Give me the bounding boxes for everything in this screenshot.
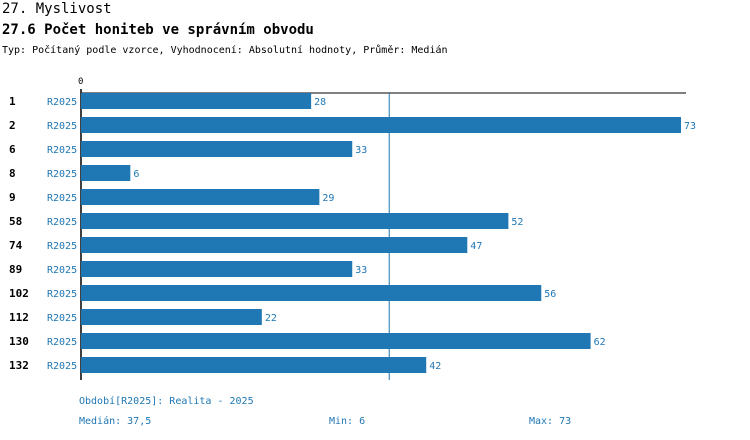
value-label: 52 bbox=[511, 217, 523, 228]
period-label: R2025 bbox=[47, 313, 77, 324]
period-label: R2025 bbox=[47, 361, 77, 372]
bar bbox=[81, 141, 353, 157]
min-stat: Min: 6 bbox=[329, 416, 366, 427]
bar bbox=[81, 93, 312, 109]
value-label: 56 bbox=[544, 289, 556, 300]
row-label: 89 bbox=[9, 263, 22, 276]
period-label: R2025 bbox=[47, 145, 77, 156]
value-label: 33 bbox=[355, 265, 367, 276]
value-label: 33 bbox=[355, 145, 367, 156]
period-label: R2025 bbox=[47, 265, 77, 276]
period-label: R2025 bbox=[47, 289, 77, 300]
row-label: 6 bbox=[9, 143, 16, 156]
chart-meta: Typ: Počítaný podle vzorce, Vyhodnocení:… bbox=[2, 45, 448, 56]
value-label: 62 bbox=[594, 337, 606, 348]
row-label: 132 bbox=[9, 359, 29, 372]
chart-title: 27.6 Počet honiteb ve správním obvodu bbox=[2, 22, 314, 38]
max-stat: Max: 73 bbox=[529, 416, 572, 427]
value-label: 29 bbox=[322, 193, 334, 204]
x-tick-label: 0 bbox=[78, 77, 83, 87]
bar bbox=[81, 309, 262, 325]
bar bbox=[81, 213, 509, 229]
row-label: 74 bbox=[9, 239, 23, 252]
period-label: R2025 bbox=[47, 337, 77, 348]
period-label: R2025 bbox=[47, 169, 77, 180]
value-label: 22 bbox=[265, 313, 277, 324]
row-label: 8 bbox=[9, 167, 16, 180]
row-label: 130 bbox=[9, 335, 29, 348]
period-label: R2025 bbox=[47, 121, 77, 132]
value-label: 6 bbox=[133, 169, 139, 180]
row-label: 112 bbox=[9, 311, 29, 324]
period-label: R2025 bbox=[47, 241, 77, 252]
bar bbox=[81, 165, 131, 181]
row-label: 102 bbox=[9, 287, 29, 300]
period-legend: Období[R2025]: Realita - 2025 bbox=[79, 396, 254, 407]
period-label: R2025 bbox=[47, 193, 77, 204]
median-stat: Medián: 37,5 bbox=[79, 416, 152, 427]
value-label: 28 bbox=[314, 97, 326, 108]
bar bbox=[81, 285, 542, 301]
bar bbox=[81, 333, 591, 349]
bar bbox=[81, 261, 353, 277]
bar bbox=[81, 117, 681, 133]
row-label: 1 bbox=[9, 95, 16, 108]
bar bbox=[81, 237, 468, 253]
bar bbox=[81, 357, 427, 373]
bar bbox=[81, 189, 320, 205]
value-label: 73 bbox=[684, 121, 696, 132]
period-label: R2025 bbox=[47, 97, 77, 108]
section-heading: 27. Myslivost bbox=[2, 1, 112, 17]
value-label: 42 bbox=[429, 361, 441, 372]
row-label: 9 bbox=[9, 191, 16, 204]
row-label: 58 bbox=[9, 215, 22, 228]
row-label: 2 bbox=[9, 119, 16, 132]
period-label: R2025 bbox=[47, 217, 77, 228]
value-label: 47 bbox=[470, 241, 482, 252]
